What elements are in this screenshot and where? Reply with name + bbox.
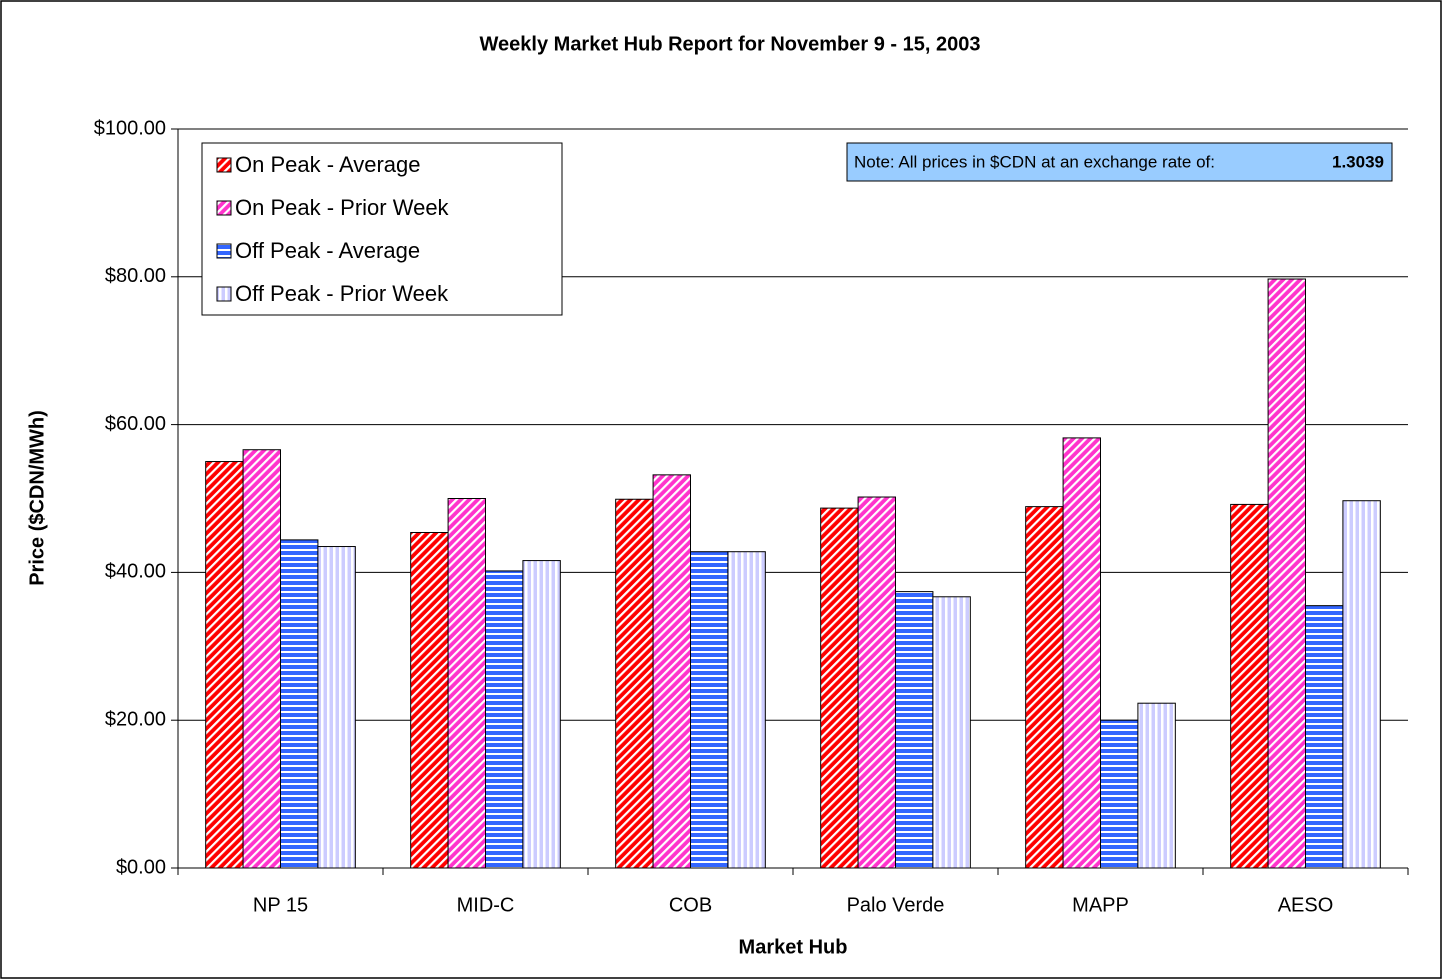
bar xyxy=(205,461,244,869)
bar xyxy=(522,560,561,869)
legend-label: Off Peak - Prior Week xyxy=(235,281,449,306)
x-tick-label: COB xyxy=(669,894,712,916)
legend-swatch xyxy=(216,200,232,216)
legend-swatch xyxy=(216,157,232,173)
note-box xyxy=(846,142,1393,182)
x-tick-label: Palo Verde xyxy=(847,894,945,916)
bar xyxy=(447,498,486,869)
x-axis-label: Market Hub xyxy=(739,936,848,958)
y-tick-label: $60.00 xyxy=(105,413,166,435)
y-tick-label: $100.00 xyxy=(94,117,166,139)
bar xyxy=(1025,506,1064,869)
note: Note: All prices in $CDN at an exchange … xyxy=(854,152,1215,171)
legend-swatch xyxy=(216,286,232,302)
x-tick-label: MID-C xyxy=(457,894,515,916)
legend-label: Off Peak - Average xyxy=(235,238,420,263)
legend-label: On Peak - Prior Week xyxy=(235,195,450,220)
bar xyxy=(1342,500,1381,869)
bar xyxy=(242,449,281,869)
legend-label: On Peak - Average xyxy=(235,152,421,177)
bar xyxy=(280,539,319,869)
chart-title: Weekly Market Hub Report for November 9 … xyxy=(480,33,981,55)
x-tick-label: MAPP xyxy=(1072,894,1129,916)
y-axis-label: Price ($CDN/MWh) xyxy=(26,410,48,586)
bar xyxy=(1230,503,1269,869)
legend-box xyxy=(201,142,563,316)
y-tick-label: $80.00 xyxy=(105,265,166,287)
y-tick-label: $40.00 xyxy=(105,561,166,583)
bar xyxy=(652,474,692,869)
bar xyxy=(317,546,356,869)
exchange-rate: 1.3039 xyxy=(1332,152,1384,171)
y-tick-label: $0.00 xyxy=(116,856,166,878)
bar xyxy=(895,591,934,869)
bar xyxy=(1062,437,1102,869)
bar xyxy=(1267,278,1307,869)
legend-swatch xyxy=(216,243,232,259)
bar xyxy=(690,551,729,869)
bar xyxy=(820,507,859,869)
bar xyxy=(727,551,766,869)
bar xyxy=(932,596,971,869)
bar xyxy=(1137,702,1176,869)
bar xyxy=(1305,605,1344,869)
y-tick-label: $20.00 xyxy=(105,708,166,730)
bar xyxy=(615,498,654,869)
bar xyxy=(857,496,897,869)
bar xyxy=(1100,719,1139,869)
bar xyxy=(410,531,449,869)
x-tick-label: AESO xyxy=(1278,894,1334,916)
bar xyxy=(485,570,524,869)
x-tick-label: NP 15 xyxy=(253,894,308,916)
